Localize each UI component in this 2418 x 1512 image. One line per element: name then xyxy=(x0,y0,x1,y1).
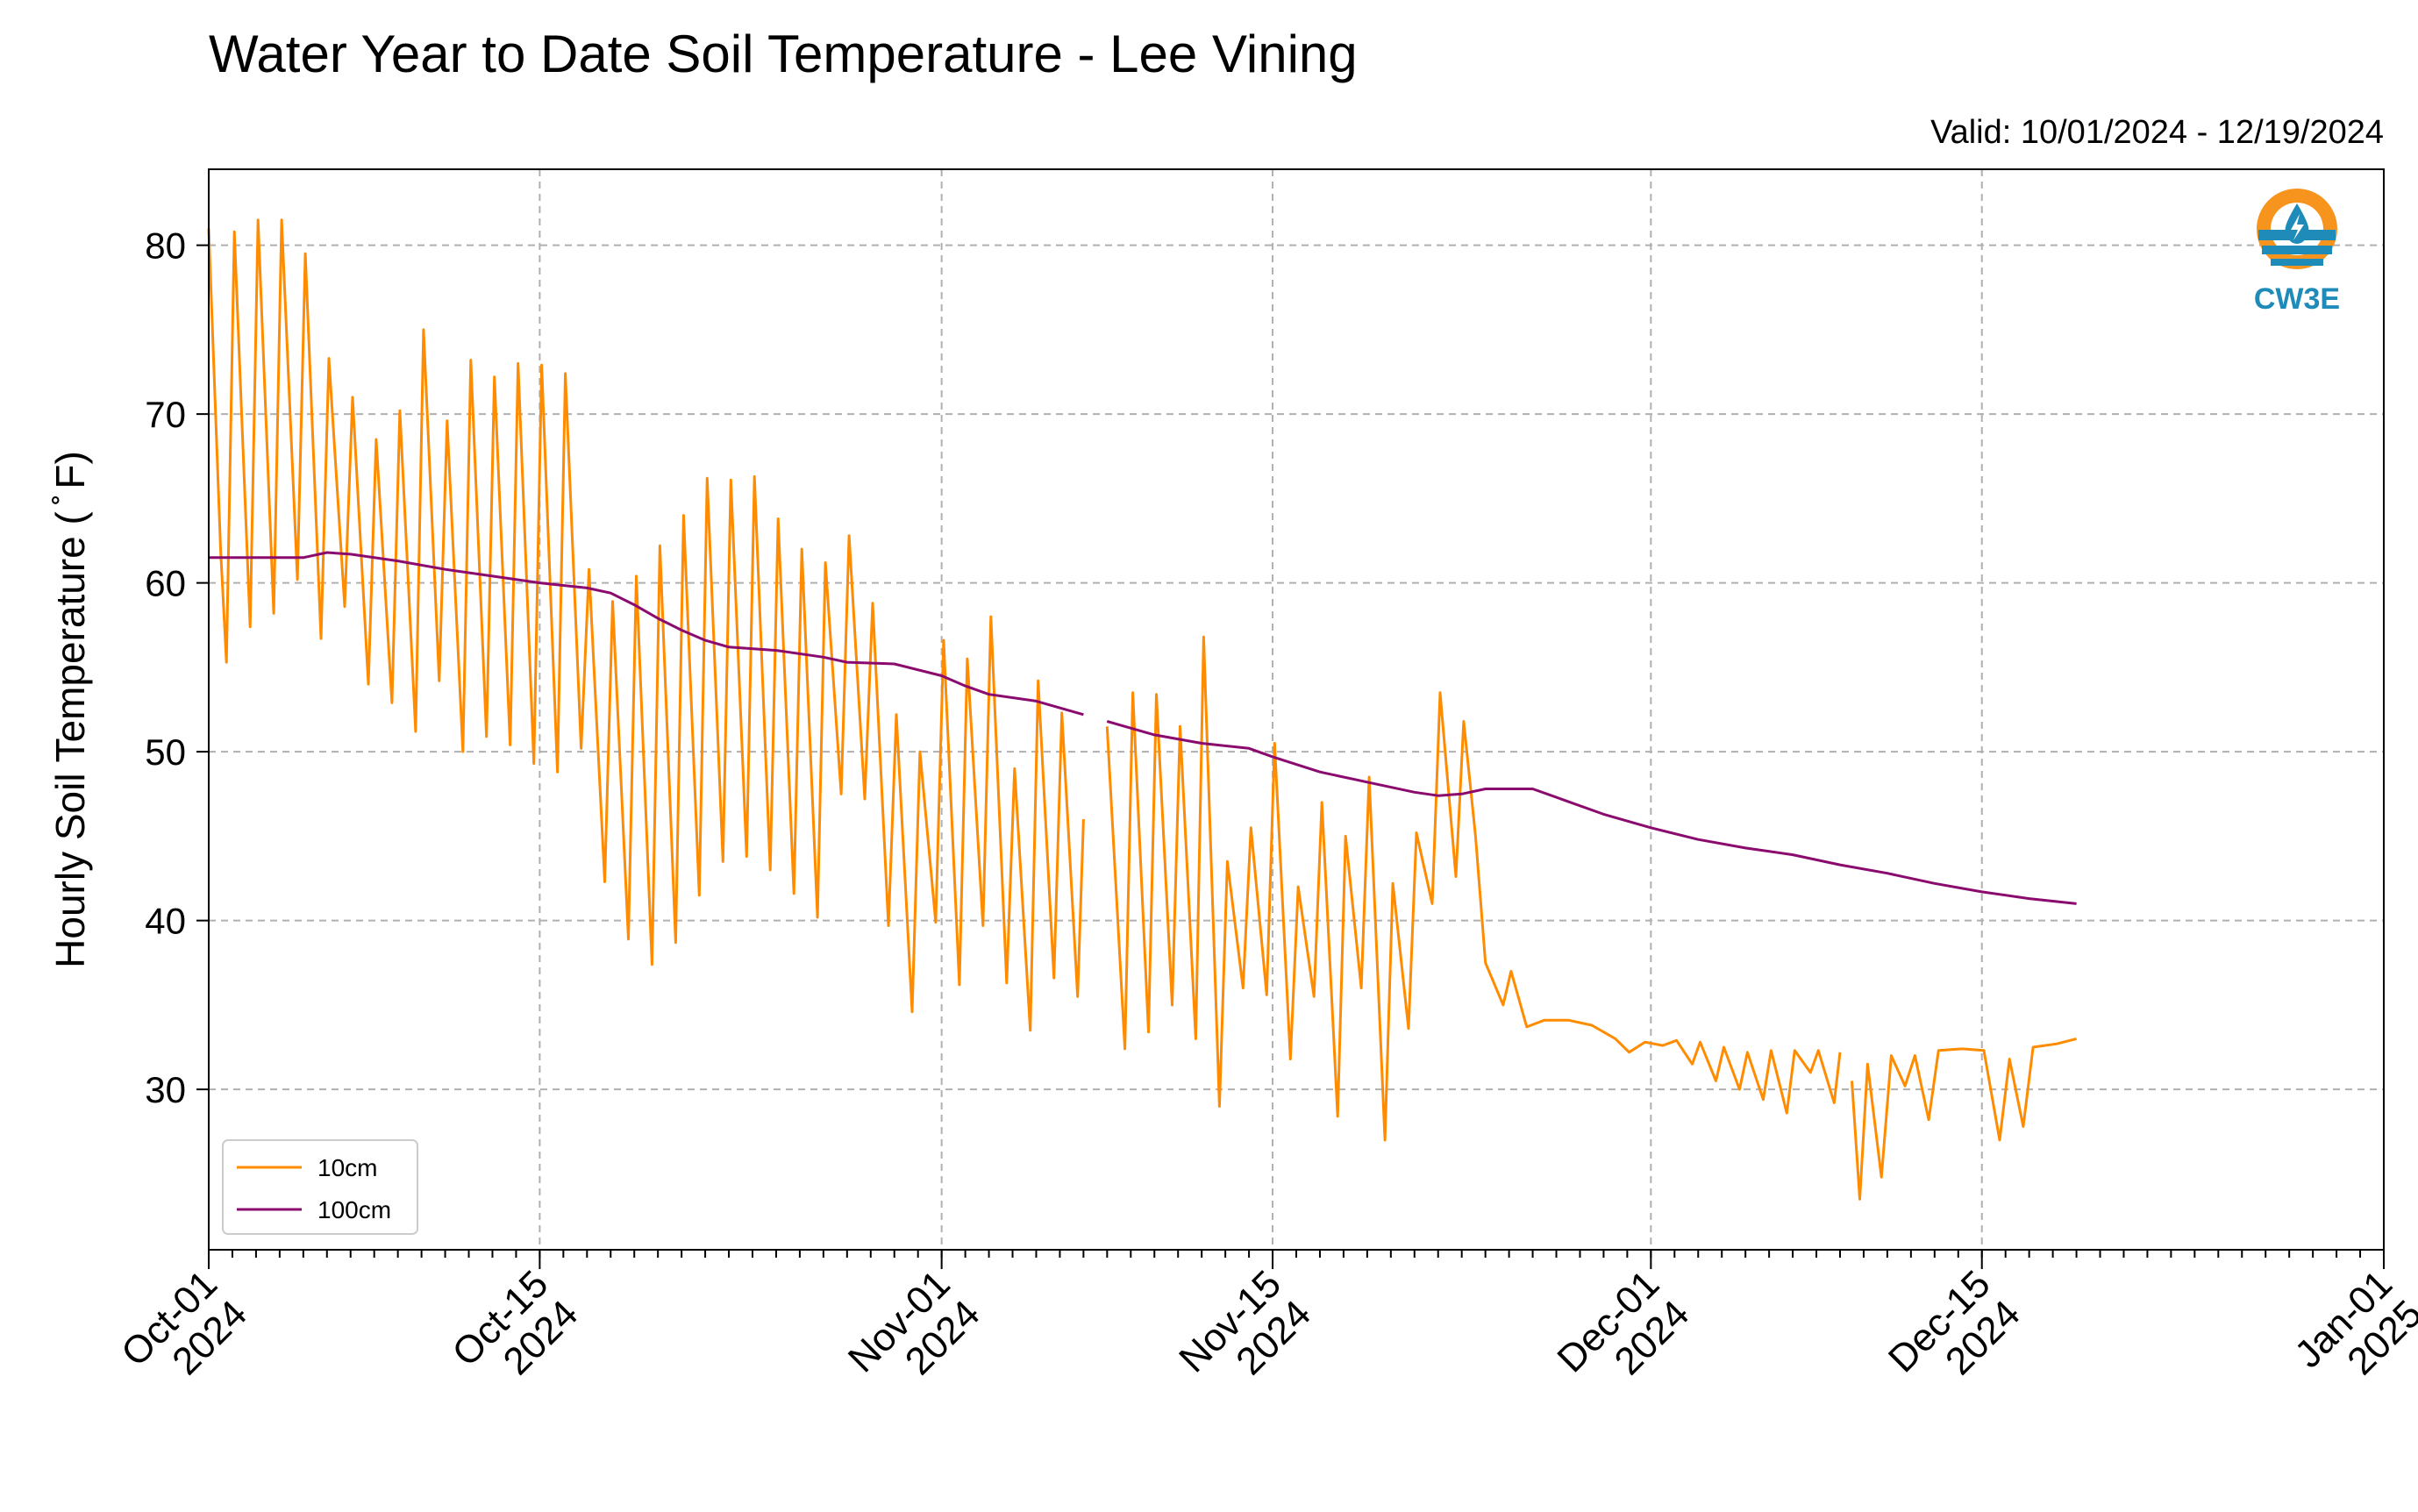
chart-title: Water Year to Date Soil Temperature - Le… xyxy=(209,25,1358,83)
series-line-10cm xyxy=(207,218,2077,1201)
y-axis-label: Hourly Soil Temperature ( ̊ F) xyxy=(47,451,93,968)
logo-wave-icon xyxy=(2262,246,2332,254)
y-tick-label: 30 xyxy=(145,1069,186,1110)
chart-subtitle: Valid: 10/01/2024 - 12/19/2024 xyxy=(1930,114,2384,151)
logo-wave-icon xyxy=(2271,259,2323,266)
legend-label-10cm: 10cm xyxy=(317,1154,377,1181)
y-tick-label: 70 xyxy=(145,394,186,435)
y-tick-label: 40 xyxy=(145,901,186,942)
y-tick-label: 60 xyxy=(145,563,186,604)
logo-text: CW3E xyxy=(2254,282,2340,316)
logo-bolt-icon xyxy=(2291,214,2304,240)
y-axis: 30 40 50 60 70 80 xyxy=(145,225,209,1110)
series-line-100cm xyxy=(209,551,2077,905)
y-tick-label: 80 xyxy=(145,225,186,267)
y-tick-label: 50 xyxy=(145,731,186,773)
legend: 10cm 100cm xyxy=(222,1139,418,1235)
series-layer xyxy=(207,218,2077,1201)
cw3e-logo: CW3E xyxy=(2254,189,2340,316)
legend-label-100cm: 100cm xyxy=(317,1196,391,1223)
